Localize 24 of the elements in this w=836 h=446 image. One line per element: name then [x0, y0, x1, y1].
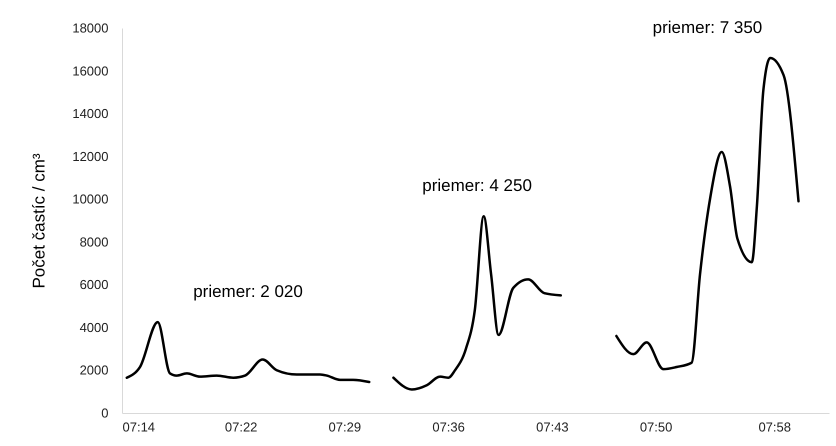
x-tick-label: 07:36: [432, 420, 465, 434]
y-axis-title: Počet častíc / cm³: [29, 153, 48, 289]
y-tick-label: 16000: [72, 63, 108, 78]
x-tick-label: 07:50: [640, 420, 672, 434]
y-tick-label: 0: [101, 406, 108, 420]
x-tick-label: 07:14: [122, 420, 156, 434]
annotation: priemer: 4 250: [422, 176, 532, 196]
y-tick-label: 18000: [72, 20, 108, 36]
annotation: priemer: 7 350: [652, 18, 762, 37]
annotation: priemer: 2 020: [193, 282, 303, 302]
y-tick-label: 8000: [80, 234, 108, 250]
x-tick-label: 07:58: [758, 420, 791, 434]
x-tick-label: 07:29: [328, 420, 362, 434]
y-tick-label: 4000: [80, 320, 108, 335]
y-tick-label: 6000: [80, 277, 108, 292]
x-tick-label: 07:43: [536, 420, 569, 434]
y-tick-label: 12000: [72, 148, 108, 164]
line-series: [126, 320, 370, 384]
y-tick-label: 2000: [80, 362, 108, 378]
y-tick-label: 14000: [72, 106, 108, 122]
x-tick-label: 07:22: [224, 420, 258, 434]
line-series: [392, 214, 562, 391]
y-tick-label: 10000: [72, 192, 108, 207]
line-series: [615, 56, 800, 370]
